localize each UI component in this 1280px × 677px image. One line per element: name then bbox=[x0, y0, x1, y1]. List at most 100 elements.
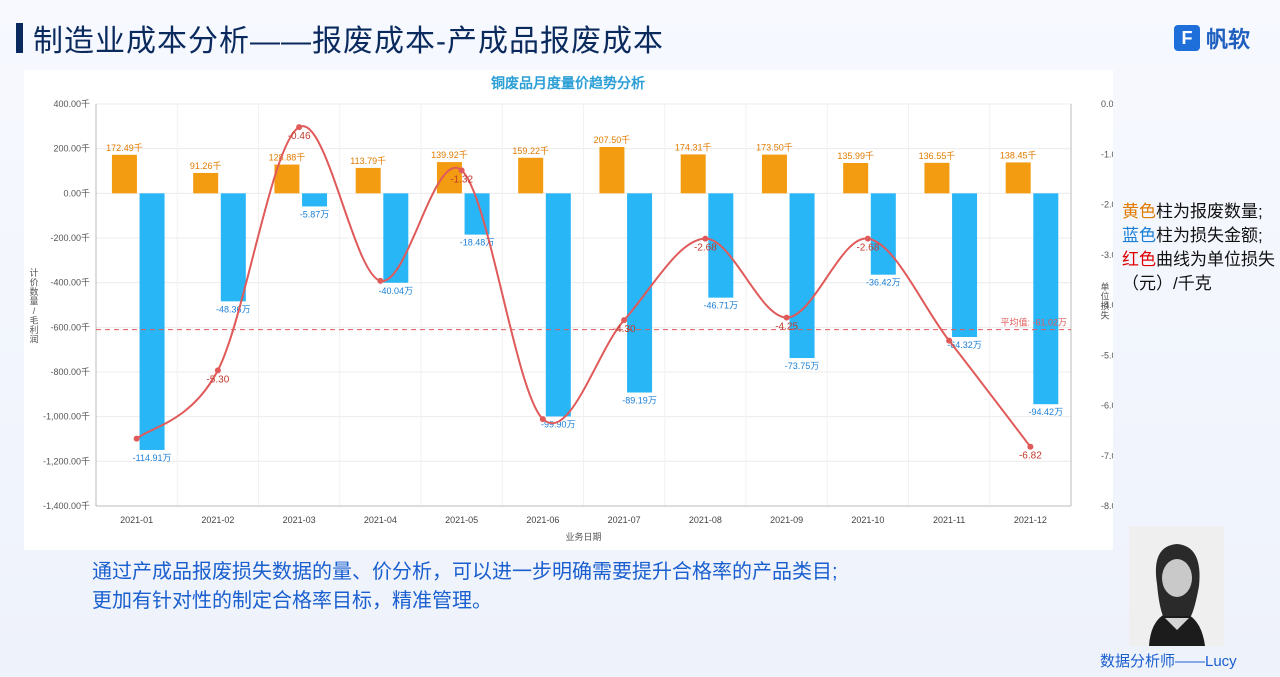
unit-loss-label: -4.30 bbox=[613, 324, 636, 335]
x-tick-label: 2021-11 bbox=[933, 515, 965, 525]
quantity-bar-label: 173.50千 bbox=[756, 143, 793, 153]
y2-tick-label: -7.00 bbox=[1101, 451, 1113, 461]
chart-panel: 铜废品月度量价趋势分析 400.00千 200.00千 0.00千 -200.00千 -4… bbox=[24, 70, 1113, 550]
chart-title: 铜废品月度量价趋势分析 bbox=[491, 75, 645, 91]
y-tick-label: -1,400.00千 bbox=[43, 501, 90, 511]
quantity-bar bbox=[924, 162, 950, 194]
loss-bar bbox=[302, 193, 328, 207]
loss-bar-label: -18.48万 bbox=[460, 238, 495, 248]
unit-loss-point bbox=[458, 167, 465, 174]
unit-loss-label: -2.68 bbox=[694, 243, 717, 254]
quantity-bar bbox=[355, 167, 381, 194]
quantity-bar bbox=[843, 162, 869, 194]
quantity-bar-label: 138.45千 bbox=[1000, 150, 1037, 160]
loss-bar bbox=[1033, 193, 1059, 405]
legend-note-blue: 蓝色柱为损失金额; bbox=[1122, 224, 1280, 248]
quantity-bar-label: 174.31千 bbox=[675, 142, 712, 152]
x-tick-label: 2021-09 bbox=[770, 515, 803, 525]
x-tick-label: 2021-05 bbox=[445, 515, 478, 525]
summary-line-1: 通过产成品报废损失数据的量、价分析，可以进一步明确需要提升合格率的产品类目; bbox=[92, 561, 838, 583]
loss-bar bbox=[139, 193, 165, 450]
quantity-bar bbox=[111, 154, 137, 194]
title-accent-bar bbox=[16, 23, 23, 53]
quantity-bar-label: 128.88千 bbox=[269, 153, 306, 163]
quantity-bar bbox=[274, 164, 300, 194]
x-axis-title: 业务日期 bbox=[565, 531, 601, 542]
loss-bar bbox=[789, 193, 815, 359]
y-axis-title: 计价数量/毛利润 bbox=[29, 267, 38, 345]
loss-bar bbox=[220, 193, 246, 302]
legend-note: 黄色柱为报废数量; 蓝色柱为损失金额; 红色曲线为单位损失（元）/千克 bbox=[1122, 200, 1280, 296]
summary-line-2: 更加有针对性的制定合格率目标，精准管理。 bbox=[92, 590, 492, 612]
loss-bar bbox=[627, 193, 653, 393]
logo-text: 帆软 bbox=[1205, 27, 1250, 52]
unit-loss-point bbox=[864, 235, 871, 242]
x-tick-label: 2021-06 bbox=[526, 515, 559, 525]
analyst-label: 数据分析师——Lucy bbox=[1100, 653, 1237, 670]
legend-note-red-text: 曲线为单位损失（元）/千克 bbox=[1122, 250, 1275, 293]
y-tick-label: 200.00千 bbox=[53, 144, 90, 154]
page-title-bar: 制造业成本分析——报废成本-产成品报废成本 bbox=[16, 20, 664, 58]
quantity-bar-label: 135.99千 bbox=[837, 151, 874, 161]
legend-note-yellow-text: 柱为报废数量; bbox=[1156, 202, 1263, 221]
unit-loss-point bbox=[1027, 443, 1034, 450]
y-tick-label: -1,000.00千 bbox=[43, 412, 90, 422]
loss-bar-label: -114.91万 bbox=[133, 453, 172, 463]
y2-tick-label: -8.00 bbox=[1101, 501, 1113, 511]
loss-bar-label: -64.32万 bbox=[947, 340, 982, 350]
legend-note-red-word: 红色 bbox=[1122, 250, 1156, 269]
unit-loss-label: -2.68 bbox=[856, 243, 879, 254]
y-tick-label: -200.00千 bbox=[50, 233, 90, 243]
quantity-bar bbox=[680, 154, 706, 194]
average-label: 平均值: -61.02万 bbox=[1000, 317, 1067, 328]
loss-bar-label: -99.90万 bbox=[541, 419, 576, 429]
loss-bar bbox=[383, 193, 409, 283]
y2-tick-label: -6.00 bbox=[1101, 401, 1113, 411]
unit-loss-point bbox=[539, 416, 546, 423]
y2-tick-label: -2.00 bbox=[1101, 200, 1113, 210]
legend-note-yellow-word: 黄色 bbox=[1122, 202, 1156, 221]
unit-loss-label: -6.82 bbox=[1019, 451, 1042, 462]
combo-chart: 铜废品月度量价趋势分析 400.00千 200.00千 0.00千 -200.00千 -4… bbox=[29, 75, 1113, 542]
legend-note-blue-word: 蓝色 bbox=[1122, 226, 1156, 245]
x-tick-label: 2021-02 bbox=[201, 515, 234, 525]
loss-bar-label: -73.75万 bbox=[785, 361, 820, 371]
page-title: 制造业成本分析——报废成本-产成品报废成本 bbox=[33, 25, 664, 58]
unit-loss-point bbox=[702, 235, 709, 242]
unit-loss-label: -5.30 bbox=[206, 374, 229, 385]
unit-loss-point bbox=[377, 277, 384, 284]
y2-tick-label: -1.00 bbox=[1101, 149, 1113, 159]
unit-loss-point bbox=[946, 337, 953, 344]
loss-bar-label: -94.42万 bbox=[1029, 407, 1064, 417]
summary-text: 通过产成品报废损失数据的量、价分析，可以进一步明确需要提升合格率的产品类目; 更… bbox=[92, 558, 1052, 616]
legend-note-yellow: 黄色柱为报废数量; bbox=[1122, 200, 1280, 224]
quantity-bar bbox=[518, 157, 544, 194]
quantity-bar-label: 139.92千 bbox=[431, 150, 468, 160]
unit-loss-label: -4.25 bbox=[775, 322, 798, 333]
unit-loss-point bbox=[214, 367, 221, 374]
y-tick-label: 400.00千 bbox=[53, 99, 90, 109]
avatar-portrait-icon bbox=[1129, 526, 1224, 646]
loss-bar bbox=[870, 193, 896, 275]
x-tick-label: 2021-08 bbox=[689, 515, 722, 525]
brand-logo: F 帆软 bbox=[1173, 22, 1250, 54]
fanruan-logo-icon: F bbox=[1173, 25, 1200, 51]
y2-tick-label: -3.00 bbox=[1101, 250, 1113, 260]
loss-bar-label: -48.36万 bbox=[216, 304, 251, 314]
y-tick-label: -400.00千 bbox=[50, 278, 90, 288]
x-tick-label: 2021-10 bbox=[851, 515, 884, 525]
unit-loss-label: -0.46 bbox=[288, 131, 311, 142]
legend-note-blue-text: 柱为损失金额; bbox=[1156, 226, 1263, 245]
y-tick-label: -600.00千 bbox=[50, 322, 90, 332]
unit-loss-point bbox=[621, 317, 628, 324]
loss-bar-label: -40.04万 bbox=[379, 286, 414, 296]
loss-bar-label: -5.87万 bbox=[300, 209, 330, 219]
y-tick-label: -800.00千 bbox=[50, 367, 90, 377]
quantity-bar bbox=[599, 146, 625, 194]
quantity-bar bbox=[193, 172, 219, 194]
x-tick-label: 2021-12 bbox=[1014, 515, 1047, 525]
unit-loss-label: -1.32 bbox=[450, 174, 473, 185]
loss-bar-label: -89.19万 bbox=[622, 396, 657, 406]
loss-bar bbox=[545, 193, 571, 417]
y2-axis-title: 单位损失 bbox=[1100, 281, 1109, 321]
